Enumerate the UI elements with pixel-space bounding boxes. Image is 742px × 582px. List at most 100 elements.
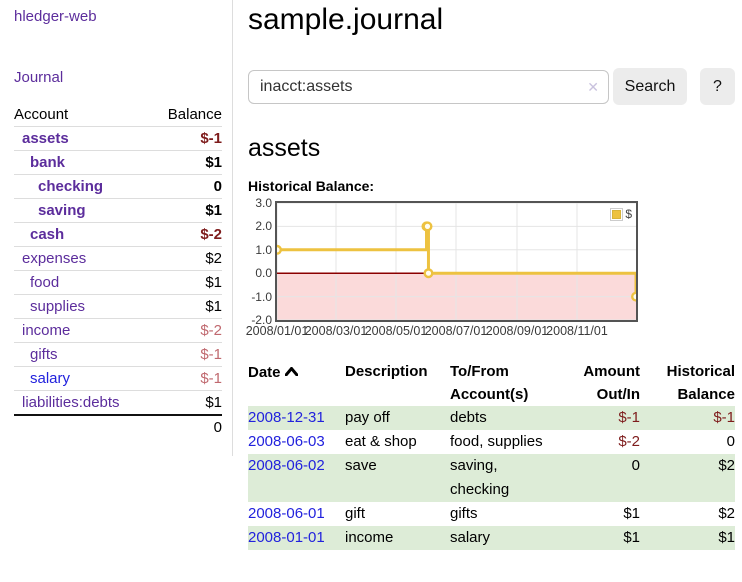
transaction-amount: $1 (623, 529, 640, 546)
chart-y-axis-labels: 3.0 2.0 1.0 0.0 -1.0 -2.0 (248, 196, 275, 327)
transaction-accounts: debts (450, 409, 487, 426)
register-header-row: Date Description To/From Account(s) Amou… (248, 360, 735, 406)
search-button[interactable]: Search (613, 68, 687, 105)
account-row: food $1 (14, 270, 222, 295)
transaction-accounts: salary (450, 529, 491, 546)
transaction-accounts: gifts (450, 505, 478, 522)
account-page-title: assets (248, 134, 321, 162)
account-row: salary $-1 (14, 366, 222, 391)
account-link-assets[interactable]: assets (22, 130, 69, 147)
account-link-gifts[interactable]: gifts (30, 346, 58, 363)
clear-search-icon[interactable]: ✕ (587, 79, 599, 95)
transaction-date-link[interactable]: 2008-06-03 (248, 433, 325, 450)
x-tick-label: 2008/09/01 (485, 324, 549, 338)
account-link-bank[interactable]: bank (30, 154, 66, 171)
account-balance: $-1 (151, 126, 222, 151)
register-row: 2008-06-03 eat & shop food, supplies $-2… (248, 430, 735, 454)
accounts-tree-table: Account Balance assets $-1 bank $1 check… (14, 103, 222, 439)
account-balance: $2 (151, 246, 222, 271)
transaction-balance: $2 (718, 457, 735, 474)
column-header-amount: Amount Out/In (583, 363, 640, 403)
chart-plot-area: $ (275, 201, 638, 322)
register-row: 2008-01-01 income salary $1 $1 (248, 526, 735, 550)
historical-balance-chart: 3.0 2.0 1.0 0.0 -1.0 -2.0 $ (248, 196, 736, 327)
legend-swatch-icon (610, 207, 624, 221)
account-balance: $1 (151, 390, 222, 415)
transaction-amount: $1 (623, 505, 640, 522)
chart-legend: $ (610, 207, 632, 221)
search-form: ✕ Search ? (248, 68, 736, 107)
account-link-liabilities-debts[interactable]: liabilities:debts (22, 394, 120, 411)
transaction-date-link[interactable]: 2008-06-01 (248, 505, 325, 522)
account-balance: 0 (151, 174, 222, 199)
account-row: gifts $-1 (14, 342, 222, 367)
chart-title: Historical Balance: (248, 178, 375, 194)
account-link-salary[interactable]: salary (30, 370, 71, 387)
account-balance: $-1 (151, 366, 222, 391)
column-header-date[interactable]: Date (248, 360, 345, 406)
transaction-accounts: saving, checking (450, 457, 510, 498)
account-row: liabilities:debts $1 (14, 390, 222, 415)
transaction-balance: 0 (726, 433, 735, 450)
account-balance: $-2 (151, 318, 222, 343)
legend-label: $ (625, 207, 632, 221)
register-row: 2008-06-02 save saving, checking 0 $2 (248, 454, 735, 502)
account-link-income[interactable]: income (22, 322, 71, 339)
y-tick-label: 3.0 (255, 196, 272, 210)
account-link-saving[interactable]: saving (38, 202, 86, 219)
transaction-balance: $-1 (713, 409, 735, 426)
transaction-date-link[interactable]: 2008-06-02 (248, 457, 325, 474)
account-link-cash[interactable]: cash (30, 226, 65, 243)
x-tick-label: 2008/03/01 (304, 324, 368, 338)
page-title: sample.journal (248, 3, 444, 36)
chart-x-axis-labels: 2008/01/01 2008/03/01 2008/05/01 2008/07/01… (246, 322, 736, 339)
transaction-balance: $1 (718, 529, 735, 546)
y-tick-label: 0.0 (255, 266, 272, 281)
register-row: 2008-12-31 pay off debts $-1 $-1 (248, 406, 735, 430)
y-tick-label: 1.0 (255, 242, 272, 257)
transaction-amount: $-1 (618, 409, 640, 426)
transaction-description: gift (345, 505, 366, 522)
accounts-total-row: 0 (14, 414, 222, 439)
account-row: cash $-2 (14, 222, 222, 247)
account-link-supplies[interactable]: supplies (30, 298, 86, 315)
account-row: assets $-1 (14, 126, 222, 151)
balance-column-header: Balance (167, 106, 222, 123)
account-row: supplies $1 (14, 294, 222, 319)
account-row: checking 0 (14, 174, 222, 199)
account-balance: $1 (151, 270, 222, 295)
transaction-description: income (345, 529, 394, 546)
sidebar: hledger-web Journal Account Balance asse… (0, 0, 233, 456)
account-link-food[interactable]: food (30, 274, 60, 291)
brand-link[interactable]: hledger-web (14, 8, 97, 25)
search-input[interactable] (248, 70, 609, 104)
y-tick-label: 2.0 (255, 219, 272, 234)
transaction-accounts: food, supplies (450, 433, 543, 450)
account-balance: $1 (151, 198, 222, 223)
transaction-date-link[interactable]: 2008-12-31 (248, 409, 325, 426)
column-header-balance: Historical Balance (666, 363, 735, 403)
account-balance: $-2 (151, 222, 222, 247)
account-row: saving $1 (14, 198, 222, 223)
account-link-checking[interactable]: checking (38, 178, 104, 195)
register-row: 2008-06-01 gift gifts $1 $2 (248, 502, 735, 526)
account-row: expenses $2 (14, 246, 222, 271)
sidebar-item-journal[interactable]: Journal (14, 69, 64, 86)
transaction-description: eat & shop (345, 433, 417, 450)
y-tick-label: -2.0 (251, 313, 272, 327)
x-tick-label: 2008/07/01 (424, 324, 488, 338)
accounts-total-balance: 0 (151, 414, 222, 439)
help-button[interactable]: ? (700, 68, 735, 105)
accounts-header-row: Account Balance (14, 103, 222, 127)
account-link-expenses[interactable]: expenses (22, 250, 87, 267)
account-column-header: Account (14, 106, 69, 123)
column-header-description: Description (345, 363, 428, 380)
account-row: income $-2 (14, 318, 222, 343)
transaction-date-link[interactable]: 2008-01-01 (248, 529, 325, 546)
account-balance: $1 (151, 150, 222, 175)
sort-ascending-icon (284, 360, 299, 383)
x-tick-label: 2008/11/01 (546, 324, 608, 338)
x-tick-label: 2008/01/01 (245, 324, 309, 338)
account-balance: $-1 (151, 342, 222, 367)
